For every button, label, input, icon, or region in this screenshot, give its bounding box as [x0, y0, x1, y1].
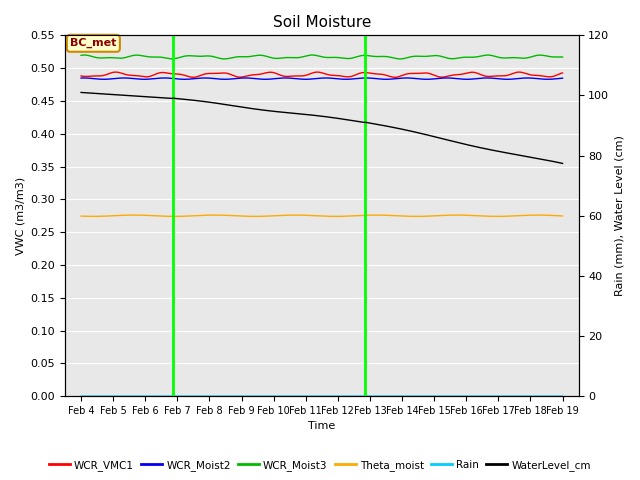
Y-axis label: Rain (mm), Water Level (cm): Rain (mm), Water Level (cm) [615, 135, 625, 296]
X-axis label: Time: Time [308, 421, 335, 432]
Y-axis label: VWC (m3/m3): VWC (m3/m3) [15, 177, 25, 255]
Legend: WCR_VMC1, WCR_Moist2, WCR_Moist3, Theta_moist, Rain, WaterLevel_cm: WCR_VMC1, WCR_Moist2, WCR_Moist3, Theta_… [45, 456, 595, 475]
Title: Soil Moisture: Soil Moisture [273, 15, 371, 30]
Text: BC_met: BC_met [70, 38, 116, 48]
